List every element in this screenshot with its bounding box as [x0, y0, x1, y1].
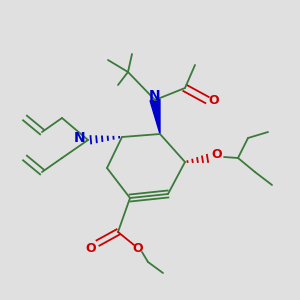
Text: N: N [149, 89, 161, 103]
Text: O: O [133, 242, 143, 254]
Polygon shape [150, 99, 160, 134]
Text: O: O [209, 94, 219, 106]
Text: O: O [86, 242, 96, 254]
Text: O: O [212, 148, 222, 161]
Text: N: N [74, 131, 86, 145]
